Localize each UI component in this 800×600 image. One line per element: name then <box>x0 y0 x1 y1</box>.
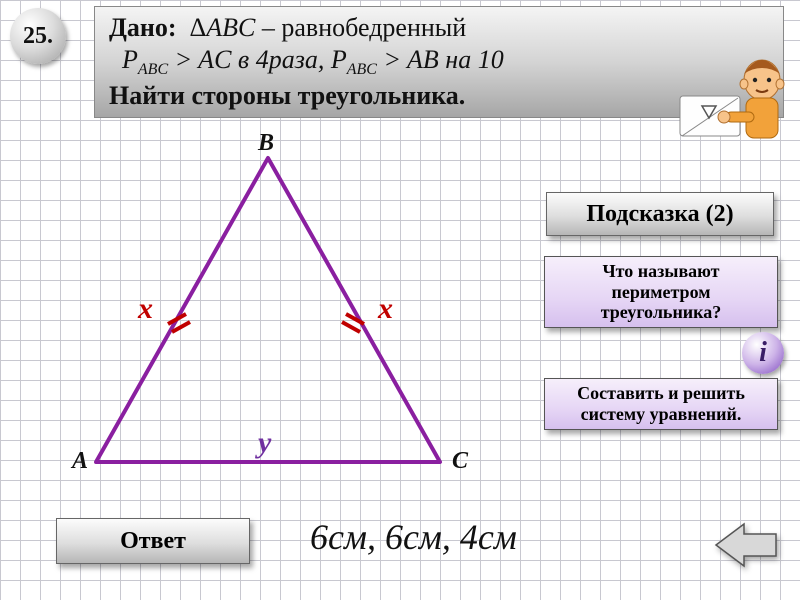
vertex-label-b: B <box>258 130 274 157</box>
side-var-x-right: x <box>378 292 393 326</box>
hint-1-text: Что называют периметром треугольника? <box>553 261 769 323</box>
hint-2-text: Составить и решить систему уравнений. <box>553 383 769 424</box>
given-line1-rest: – равнобедренный <box>255 13 466 42</box>
given-label: Дано: <box>109 13 177 42</box>
given-line-2: PABC > AC в 4раза, PABC > AB на 10 <box>109 45 769 79</box>
vertex-label-c: C <box>452 448 468 475</box>
problem-number: 25. <box>23 23 53 50</box>
vertex-label-a: A <box>72 448 88 475</box>
side-var-x-left: x <box>138 292 153 326</box>
back-arrow-icon[interactable] <box>714 520 780 570</box>
hint-box-2: Составить и решить систему уравнений. <box>544 378 778 430</box>
info-icon[interactable]: i <box>742 332 784 374</box>
problem-number-badge: 25. <box>10 8 66 64</box>
info-glyph: i <box>759 337 767 369</box>
stage: 25. Дано: ΔABC – равнобедренный PABC > A… <box>0 0 800 600</box>
hint-button-label: Подсказка (2) <box>586 201 733 228</box>
hint-button[interactable]: Подсказка (2) <box>546 192 774 236</box>
answer-button[interactable]: Ответ <box>56 518 250 564</box>
triangle-name: ABC <box>206 13 255 42</box>
student-illustration <box>672 40 792 152</box>
answer-value: 6см, 6см, 4см <box>310 516 517 558</box>
side-var-y: y <box>258 426 271 460</box>
answer-button-label: Ответ <box>120 528 186 555</box>
task-text: Найти стороны треугольника. <box>109 81 769 111</box>
delta-symbol: Δ <box>190 13 207 42</box>
hint-box-1: Что называют периметром треугольника? <box>544 256 778 328</box>
given-line-1: Дано: ΔABC – равнобедренный <box>109 13 769 43</box>
